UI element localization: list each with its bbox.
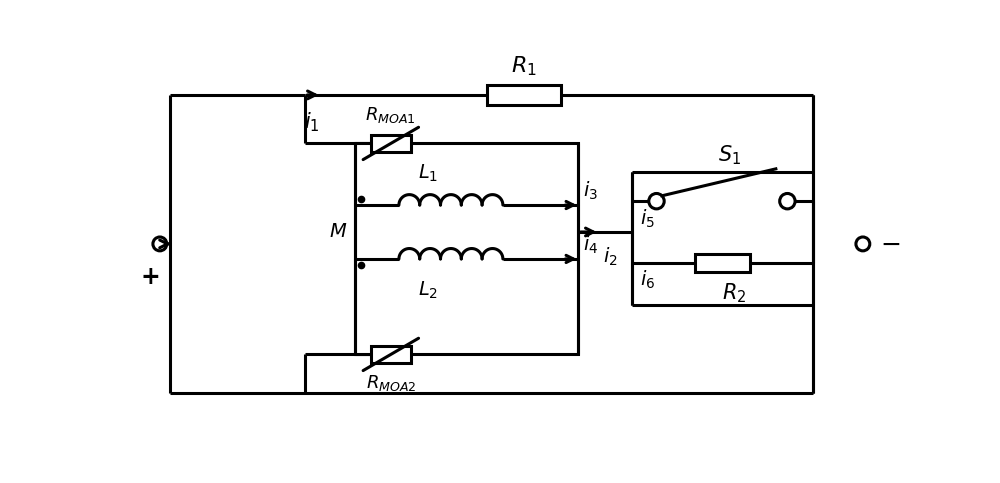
Text: $i_3$: $i_3$ xyxy=(583,180,598,202)
Text: $L_1$: $L_1$ xyxy=(418,163,438,184)
Text: $S_1$: $S_1$ xyxy=(718,143,741,167)
Bar xyxy=(371,135,411,152)
Text: $i_5$: $i_5$ xyxy=(640,207,654,229)
Bar xyxy=(487,85,561,105)
Bar xyxy=(695,254,750,272)
Text: $i_2$: $i_2$ xyxy=(603,246,617,268)
Bar xyxy=(371,346,411,363)
Bar xyxy=(355,143,578,355)
Text: $R_{MOA2}$: $R_{MOA2}$ xyxy=(366,373,416,393)
Text: $R_{MOA1}$: $R_{MOA1}$ xyxy=(365,105,416,125)
Text: $i_1$: $i_1$ xyxy=(304,110,320,134)
Text: $L_2$: $L_2$ xyxy=(418,280,438,301)
Text: $M$: $M$ xyxy=(329,223,347,242)
Text: +: + xyxy=(141,266,160,289)
Text: $R_1$: $R_1$ xyxy=(511,55,537,78)
Text: $R_2$: $R_2$ xyxy=(722,281,746,305)
Text: $i_4$: $i_4$ xyxy=(583,234,599,256)
Text: $i_6$: $i_6$ xyxy=(640,269,655,291)
Text: $-$: $-$ xyxy=(880,232,900,256)
